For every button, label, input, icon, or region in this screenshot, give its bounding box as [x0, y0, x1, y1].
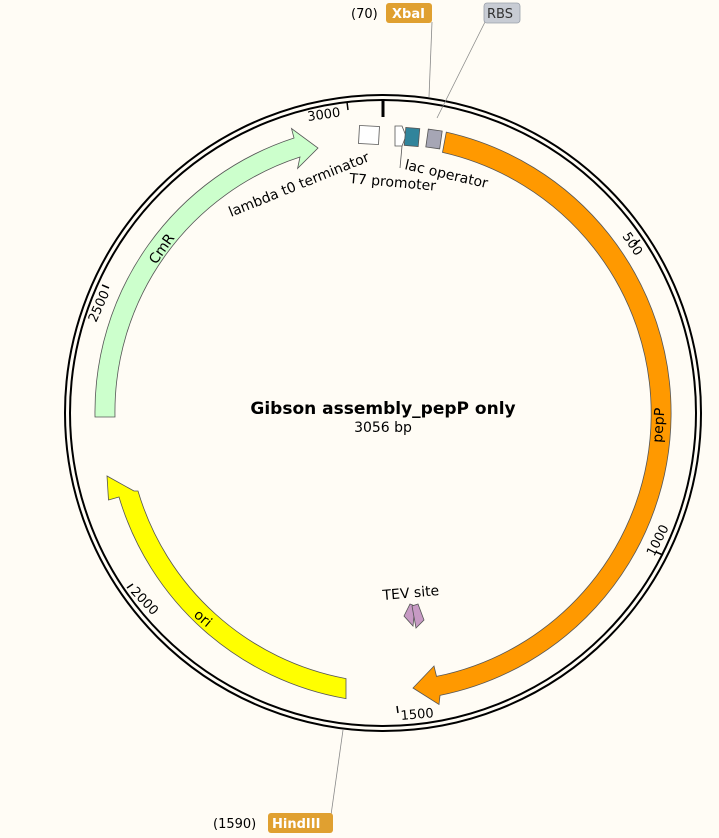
- tick-1000: [655, 551, 664, 556]
- feature-ori[interactable]: ori: [106, 475, 347, 700]
- tick-2000: [126, 583, 134, 589]
- t7-label: T7 promoter: [348, 171, 437, 195]
- lambda-box[interactable]: [358, 125, 380, 145]
- hindiii-name: HindIII: [272, 817, 320, 832]
- xbai-badge[interactable]: [386, 3, 432, 23]
- feature-t7-promoter[interactable]: T7 promoter: [348, 125, 437, 195]
- feature-cmr[interactable]: CmR: [94, 127, 319, 418]
- hindiii-position: (1590): [213, 817, 256, 832]
- rbs-leader: [436, 21, 486, 119]
- tick-500: [633, 239, 641, 245]
- ori-arrow[interactable]: [106, 475, 347, 700]
- t7-leader: [399, 145, 403, 169]
- lac-box[interactable]: [403, 126, 421, 148]
- tick-3000: [346, 101, 349, 111]
- tick-1500: [396, 705, 399, 714]
- feature-tev-site[interactable]: TEV site: [381, 583, 440, 629]
- rbs-name: RBS: [487, 7, 513, 22]
- tev-arrow-2[interactable]: [411, 603, 425, 629]
- hindiii-leader: [330, 729, 344, 816]
- plasmid-title: Gibson assembly_pepP only: [250, 399, 515, 419]
- cmr-arrow[interactable]: [94, 127, 319, 418]
- site-hindiii[interactable]: (1590) HindIII: [213, 813, 333, 833]
- rbs-badge[interactable]: [483, 2, 521, 24]
- tick-label-1500: 1500: [400, 706, 434, 724]
- tev-label: TEV site: [381, 583, 440, 604]
- pepp-arrow[interactable]: [412, 131, 672, 706]
- plasmid-length: 3056 bp: [354, 420, 412, 436]
- rbs-box[interactable]: [425, 128, 443, 150]
- feature-pepp[interactable]: pepP: [412, 131, 672, 706]
- tick-label-3000: 3000: [306, 106, 341, 125]
- hindiii-badge[interactable]: [268, 813, 333, 833]
- site-xbai[interactable]: (70) XbaI: [351, 3, 432, 23]
- pepp-label: pepP: [650, 407, 668, 443]
- tick-2500: [101, 284, 110, 289]
- site-rbs[interactable]: RBS: [483, 2, 521, 24]
- xbai-position: (70): [351, 7, 378, 22]
- xbai-leader: [428, 21, 433, 98]
- t7-arrow[interactable]: [394, 125, 407, 147]
- tick-label-2500: 2500: [86, 288, 113, 324]
- backbone-outer: [64, 94, 702, 732]
- xbai-name: XbaI: [392, 7, 425, 22]
